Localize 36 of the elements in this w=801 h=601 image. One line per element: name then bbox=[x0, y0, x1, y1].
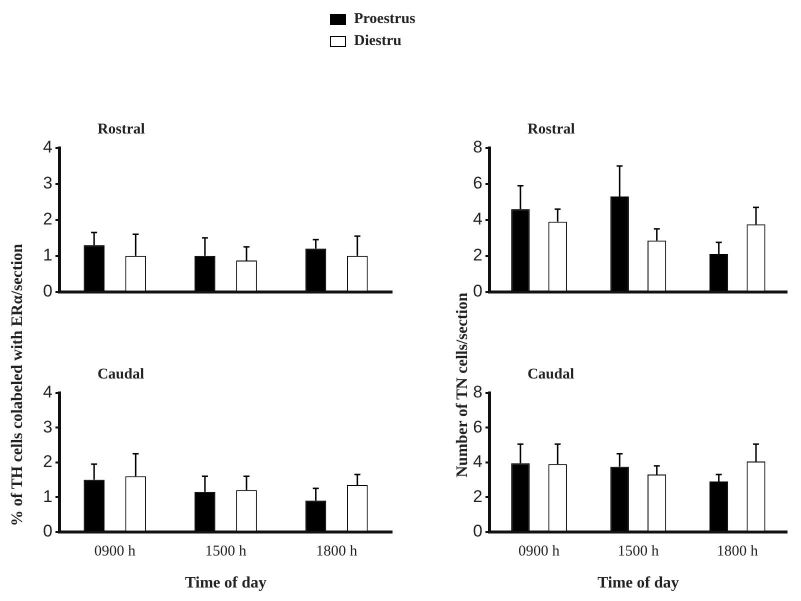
y-tick-label: 1 bbox=[42, 246, 52, 265]
y-tick-label: 4 bbox=[42, 138, 52, 157]
x-tick-label: 1800 h bbox=[716, 544, 759, 560]
y-tick-label: 6 bbox=[472, 174, 482, 193]
chart-title: Rostral bbox=[527, 121, 575, 138]
y-tick-label: 2 bbox=[42, 452, 52, 472]
y-tick-label: 1 bbox=[42, 486, 52, 506]
x-tick-label: 1800 h bbox=[316, 544, 358, 560]
y-axis-title: % of TH cells colabeled with ERα/section bbox=[9, 244, 27, 526]
y-tick-label: 2 bbox=[472, 486, 482, 506]
y-tick-label: 0 bbox=[42, 521, 52, 540]
x-axis-title: Time of day bbox=[184, 574, 266, 592]
x-tick-label: 1500 h bbox=[618, 544, 660, 560]
x-axis-title: Time of day bbox=[597, 574, 679, 592]
y-tick-label: 8 bbox=[472, 138, 482, 157]
y-axis-title: Number of TN cells/section bbox=[454, 292, 472, 478]
y-tick-label: 8 bbox=[472, 382, 482, 402]
y-tick-label: 2 bbox=[472, 246, 482, 265]
y-tick-label: 0 bbox=[42, 281, 52, 300]
chart-title: Caudal bbox=[527, 366, 574, 382]
y-tick-label: 4 bbox=[472, 452, 482, 472]
legend-label: Proestrus bbox=[354, 10, 416, 28]
y-tick-label: 4 bbox=[42, 382, 52, 402]
y-tick-label: 0 bbox=[472, 521, 482, 540]
y-tick-label: 0 bbox=[472, 281, 482, 300]
x-tick-label: 0900 h bbox=[94, 544, 136, 560]
chart-title: Caudal bbox=[97, 366, 144, 382]
y-tick-label: 3 bbox=[42, 174, 52, 193]
y-tick-label: 3 bbox=[42, 417, 52, 436]
x-tick-label: 1500 h bbox=[205, 544, 247, 560]
x-tick-label: 0900 h bbox=[518, 544, 560, 560]
y-tick-label: 2 bbox=[42, 210, 52, 229]
y-tick-label: 6 bbox=[472, 417, 482, 436]
legend-label: Diestru bbox=[354, 32, 402, 50]
y-tick-label: 4 bbox=[472, 210, 482, 229]
chart-title: Rostral bbox=[97, 121, 145, 138]
